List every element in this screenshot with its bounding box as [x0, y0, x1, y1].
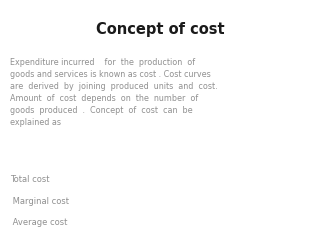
Text: Expenditure incurred    for  the  production  of
goods and services is known as : Expenditure incurred for the production …	[10, 58, 217, 127]
Text: Concept of cost: Concept of cost	[96, 22, 224, 36]
Text: Marginal cost: Marginal cost	[10, 197, 68, 206]
Text: Average cost: Average cost	[10, 218, 67, 228]
Text: Total cost: Total cost	[10, 175, 49, 184]
